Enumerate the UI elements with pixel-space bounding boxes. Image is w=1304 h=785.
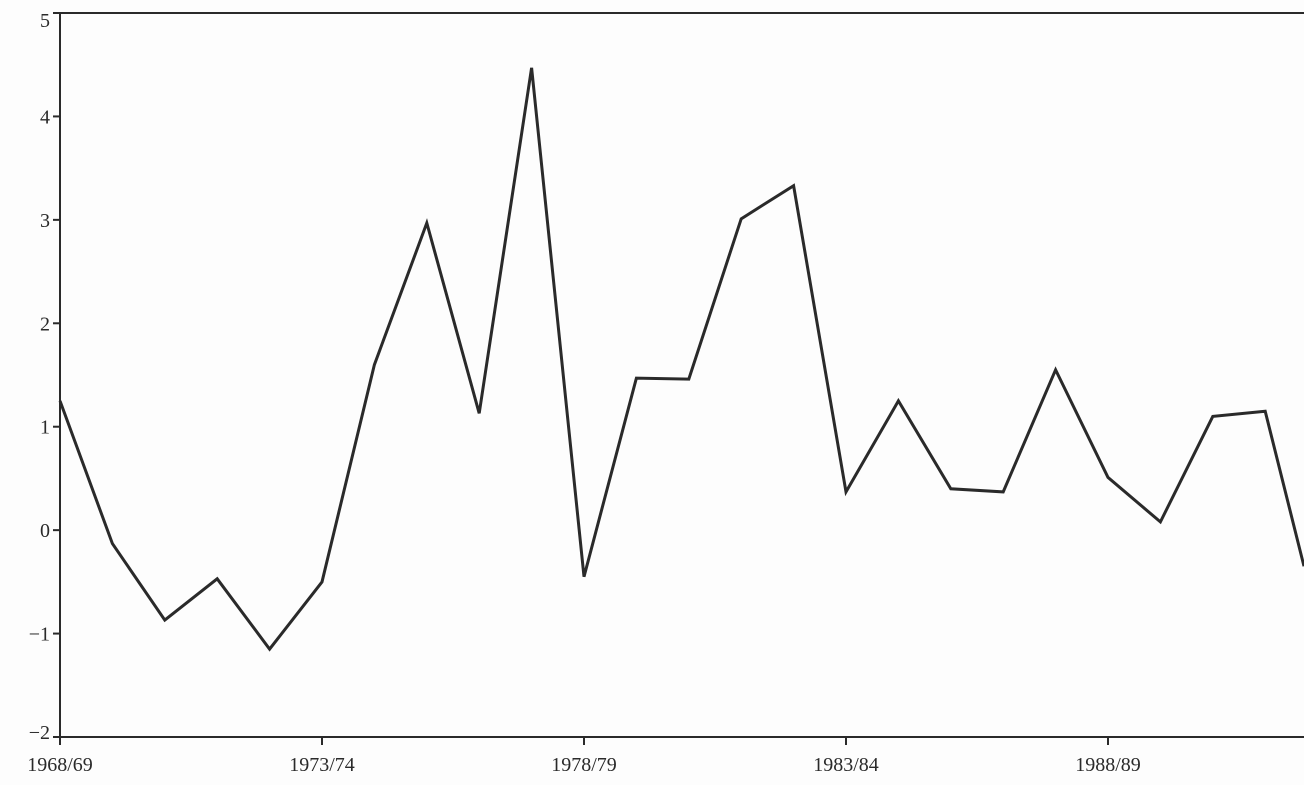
x-ticks: 1968/69 1973/74 1978/79 1983/84 1988/89 — [27, 737, 1141, 776]
x-tick-label: 1988/89 — [1075, 754, 1141, 776]
y-tick-label: 4 — [40, 106, 50, 128]
x-tick-label: 1968/69 — [27, 754, 93, 776]
x-tick-label: 1978/79 — [551, 754, 617, 776]
y-tick-label: 0 — [40, 520, 50, 542]
series-group — [58, 67, 1304, 652]
y-tick-label: −2 — [29, 722, 50, 744]
y-tick-label: −1 — [29, 624, 50, 646]
x-tick-label: 1983/84 — [813, 754, 879, 776]
y-ticks: 5 4 3 2 1 0 −1 −2 — [29, 10, 60, 744]
axes — [59, 12, 1304, 738]
y-tick-label: 1 — [40, 417, 50, 439]
y-tick-label: 2 — [40, 313, 50, 335]
y-tick-label: 5 — [40, 10, 50, 32]
series-line — [58, 67, 1304, 652]
x-tick-label: 1973/74 — [289, 754, 355, 776]
y-tick-label: 3 — [40, 210, 50, 232]
